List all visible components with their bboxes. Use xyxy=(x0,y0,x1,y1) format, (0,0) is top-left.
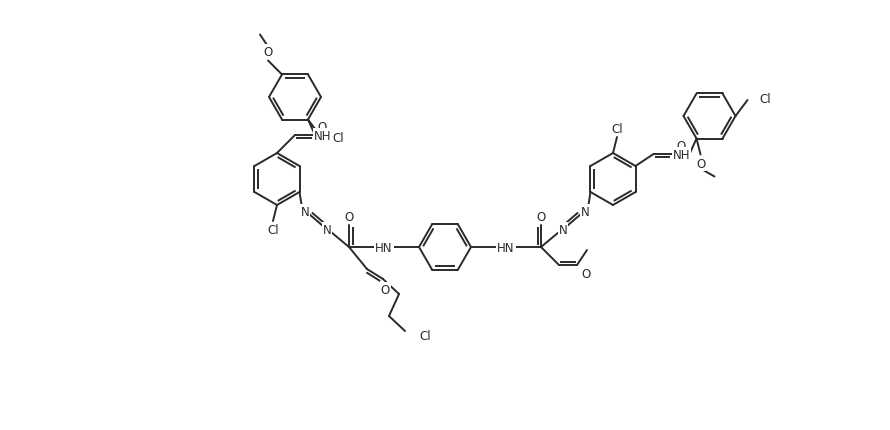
Text: NH: NH xyxy=(673,148,691,161)
Text: O: O xyxy=(263,46,272,59)
Text: O: O xyxy=(344,210,353,223)
Text: HN: HN xyxy=(376,241,392,254)
Text: O: O xyxy=(696,158,705,171)
Text: HN: HN xyxy=(498,241,514,254)
Text: N: N xyxy=(323,223,331,236)
Text: O: O xyxy=(318,120,327,133)
Text: O: O xyxy=(581,268,591,281)
Text: NH: NH xyxy=(314,129,332,142)
Text: O: O xyxy=(676,139,685,152)
Text: Cl: Cl xyxy=(267,224,279,237)
Text: Cl: Cl xyxy=(759,92,771,105)
Text: Cl: Cl xyxy=(419,329,431,342)
Text: O: O xyxy=(537,210,546,223)
Text: Cl: Cl xyxy=(611,122,623,135)
Text: O: O xyxy=(380,283,390,296)
Text: Cl: Cl xyxy=(332,132,344,144)
Text: N: N xyxy=(559,223,568,236)
Text: N: N xyxy=(301,205,310,218)
Text: N: N xyxy=(580,205,589,218)
